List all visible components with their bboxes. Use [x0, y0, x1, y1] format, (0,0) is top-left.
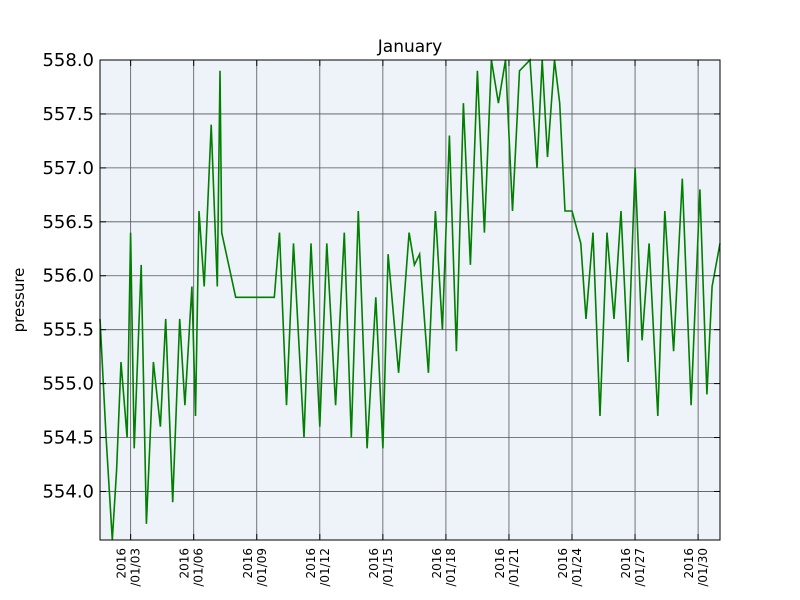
x-tick-label-year: 2016: [430, 548, 444, 579]
x-tick-label-year: 2016: [178, 548, 192, 579]
x-tick-label-year: 2016: [493, 548, 507, 579]
x-axis-ticks: 2016/01/03 2016/01/06 2016/01/09 2016/01/12…: [115, 60, 710, 587]
x-tick-label-year: 2016: [115, 548, 129, 579]
x-tick-label-date: /01/18: [444, 548, 458, 587]
y-axis-ticks: 558.0 557.5 557.0 556.5 556.0 555.5 555.0 554.5…: [42, 50, 720, 502]
x-tick-label-date: /01/27: [633, 548, 647, 587]
x-tick-label-date: /01/24: [570, 548, 584, 587]
y-tick-label: 557.5: [42, 104, 94, 125]
x-tick-label-date: /01/03: [129, 548, 143, 587]
y-tick-label: 555.5: [42, 320, 94, 341]
x-tick-label-year: 2016: [619, 548, 633, 579]
y-tick-label: 556.5: [42, 212, 94, 233]
chart-title: January: [377, 37, 442, 57]
y-tick-label: 558.0: [42, 50, 94, 71]
x-tick-label-year: 2016: [556, 548, 570, 579]
x-tick-label-date: /01/21: [507, 548, 521, 587]
y-axis-label: pressure: [10, 268, 28, 333]
x-tick-label-date: /01/30: [696, 548, 710, 587]
y-tick-label: 554.5: [42, 428, 94, 449]
plot-frame: [99, 59, 721, 541]
x-tick-label-year: 2016: [682, 548, 696, 579]
x-tick-label-year: 2016: [304, 548, 318, 579]
x-tick-label-date: /01/12: [318, 548, 332, 587]
y-tick-label: 556.0: [42, 266, 94, 287]
y-tick-label: 557.0: [42, 158, 94, 179]
x-tick-label-year: 2016: [367, 548, 381, 579]
plot-area: [100, 60, 720, 540]
grid-lines: [100, 59, 720, 540]
y-tick-label: 555.0: [42, 374, 94, 395]
x-tick-label-year: 2016: [241, 548, 255, 579]
x-tick-label-date: /01/06: [192, 548, 206, 587]
pressure-series-line: [99, 58, 721, 541]
y-tick-label: 554.0: [42, 481, 94, 502]
x-tick-label-date: /01/15: [381, 548, 395, 587]
x-tick-label-date: /01/09: [255, 548, 269, 587]
